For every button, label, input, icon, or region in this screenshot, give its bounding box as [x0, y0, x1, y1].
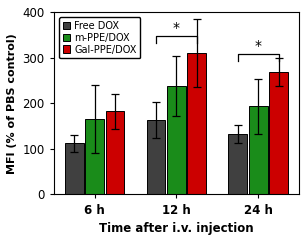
Bar	[147, 120, 165, 195]
Bar	[249, 106, 267, 195]
Text: *: *	[255, 39, 262, 53]
Bar	[228, 134, 247, 195]
Bar	[167, 86, 186, 195]
Bar	[269, 72, 288, 195]
Bar	[106, 111, 125, 195]
Bar	[188, 53, 206, 195]
Bar	[65, 143, 84, 195]
Bar	[85, 119, 104, 195]
Y-axis label: MFI (% of PBS control): MFI (% of PBS control)	[7, 33, 17, 174]
Text: *: *	[173, 21, 180, 35]
Legend: Free DOX, m-PPE/DOX, Gal-PPE/DOX: Free DOX, m-PPE/DOX, Gal-PPE/DOX	[59, 17, 140, 59]
X-axis label: Time after i.v. injection: Time after i.v. injection	[99, 222, 254, 235]
